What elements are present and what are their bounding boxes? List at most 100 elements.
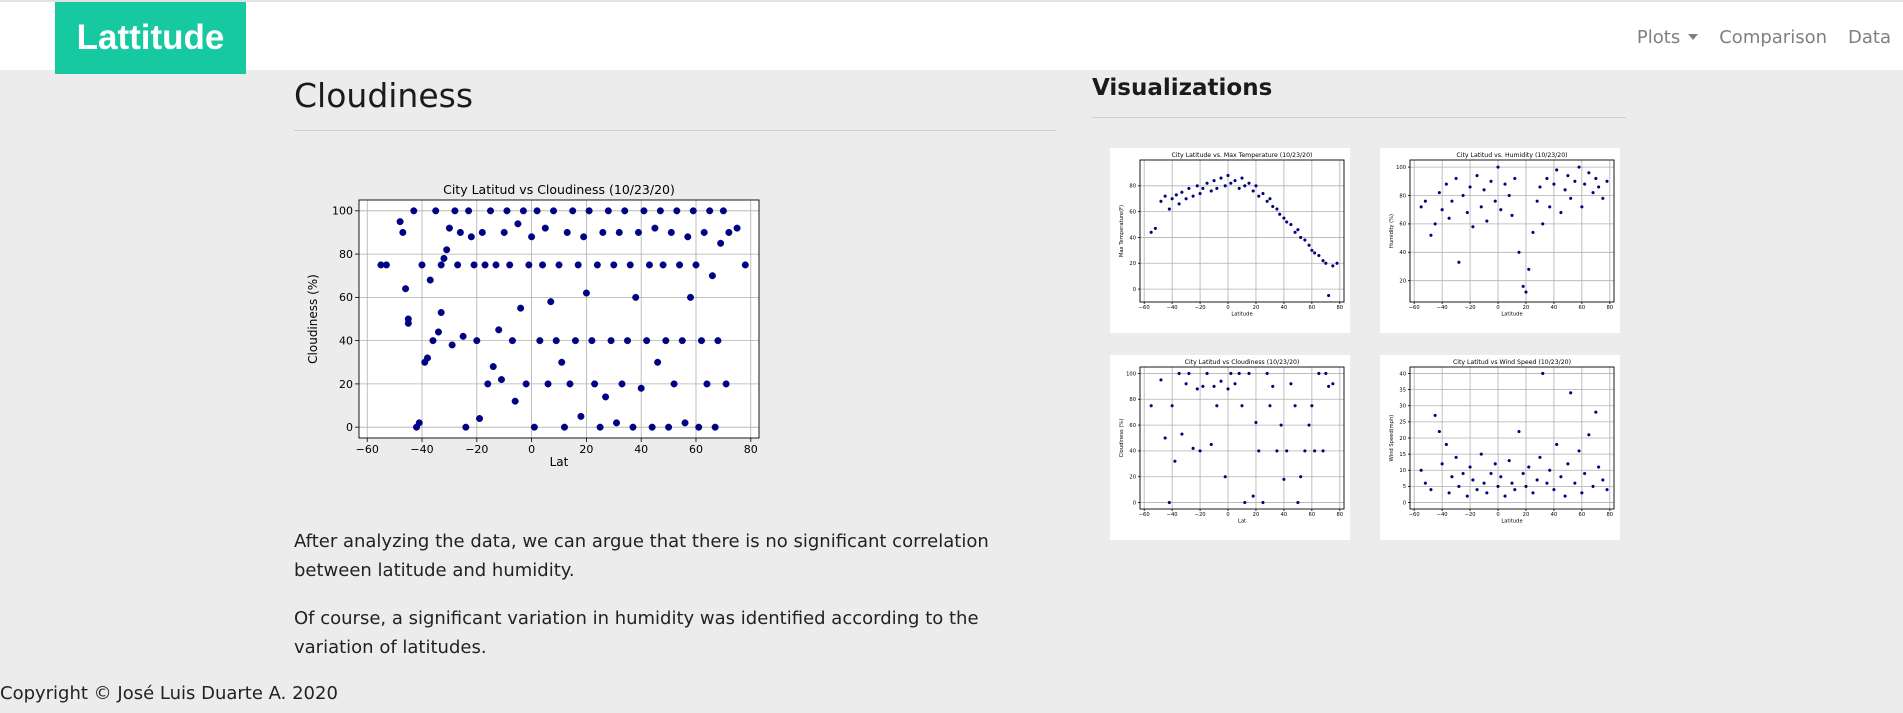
scatter-point bbox=[429, 337, 437, 345]
scatter-point bbox=[1180, 190, 1184, 194]
scatter-point bbox=[1569, 391, 1573, 395]
x-axis-label: Lat bbox=[1238, 518, 1246, 524]
x-tick-label: −20 bbox=[1195, 305, 1206, 311]
scatter-point bbox=[1209, 189, 1213, 193]
scatter-point bbox=[1275, 207, 1279, 211]
scatter-point bbox=[1482, 188, 1486, 192]
scatter-point bbox=[1507, 193, 1511, 198]
scatter-point bbox=[1531, 491, 1535, 495]
scatter-point bbox=[1159, 378, 1163, 382]
scatter-point bbox=[1587, 433, 1591, 437]
scatter-point bbox=[1594, 176, 1598, 181]
plot-area bbox=[1140, 160, 1344, 302]
scatter-point bbox=[697, 337, 705, 345]
scatter-point bbox=[593, 261, 601, 269]
scatter-point bbox=[695, 423, 703, 431]
scatter-point bbox=[1535, 199, 1539, 203]
scatter-point bbox=[1605, 179, 1609, 183]
x-tick-label: 80 bbox=[1607, 305, 1614, 311]
scatter-point bbox=[1149, 230, 1153, 234]
y-tick-label: 60 bbox=[1129, 423, 1136, 429]
scatter-point bbox=[1233, 179, 1237, 183]
scatter-point bbox=[1167, 207, 1171, 211]
nav-data-link[interactable]: Data bbox=[1848, 27, 1891, 48]
thumb-plot-wind-speed[interactable]: −60 −40 −20 0 20 40 60 80 0 5 10 15 20 25 30 35 40 City L… bbox=[1380, 355, 1620, 540]
scatter-point bbox=[1447, 491, 1451, 495]
thumb-plot-max-temperature[interactable]: −60 −40 −20 0 20 40 60 80 0 20 40 60 80 City Latitude… bbox=[1110, 148, 1350, 333]
scatter-point bbox=[1215, 404, 1219, 408]
scatter-point bbox=[1275, 449, 1279, 453]
scatter-point bbox=[517, 304, 525, 312]
scatter-point bbox=[511, 397, 519, 405]
scatter-point bbox=[585, 207, 593, 215]
nav-comparison-link[interactable]: Comparison bbox=[1719, 27, 1827, 48]
scatter-point bbox=[404, 319, 412, 327]
scatter-point bbox=[1440, 462, 1444, 466]
thumb-plot-humidity[interactable]: −60 −40 −20 0 20 40 60 80 20 40 60 80 100 City Latitu… bbox=[1380, 148, 1620, 333]
scatter-point bbox=[550, 207, 558, 215]
analysis-paragraph-1: After analyzing the data, we can argue t… bbox=[294, 531, 989, 581]
scatter-point bbox=[566, 380, 574, 388]
y-tick-label: 60 bbox=[1129, 209, 1136, 215]
scatter-point bbox=[662, 337, 670, 345]
scatter-point bbox=[530, 423, 538, 431]
scatter-point bbox=[1307, 243, 1311, 247]
scatter-point bbox=[1243, 184, 1247, 188]
scatter-point bbox=[1163, 436, 1167, 440]
scatter-point bbox=[722, 380, 730, 388]
scatter-point bbox=[1303, 449, 1307, 453]
scatter-point bbox=[1471, 478, 1475, 482]
scatter-point bbox=[1257, 194, 1261, 198]
title-divider bbox=[294, 130, 1056, 131]
y-tick-label: 80 bbox=[1399, 193, 1406, 199]
x-tick-label: 60 bbox=[1309, 512, 1316, 518]
scatter-point bbox=[1559, 475, 1563, 479]
scatter-point bbox=[1450, 199, 1454, 203]
y-tick-label: 80 bbox=[1129, 397, 1136, 403]
thumb-plot-cloudiness[interactable]: −60 −40 −20 0 20 40 60 80 0 20 40 60 80 100 City Latit… bbox=[1110, 355, 1350, 540]
nav-plots-dropdown[interactable]: Plots bbox=[1637, 27, 1699, 48]
scatter-point bbox=[508, 337, 516, 345]
visualizations-divider bbox=[1092, 117, 1626, 118]
scatter-point bbox=[1591, 191, 1595, 195]
scatter-point bbox=[1507, 458, 1511, 463]
scatter-point bbox=[1454, 176, 1458, 181]
scatter-point bbox=[536, 337, 544, 345]
scatter-point bbox=[448, 341, 456, 349]
brand-logo-link[interactable]: Lattitude bbox=[55, 2, 246, 74]
scatter-point bbox=[1243, 500, 1247, 505]
scatter-point bbox=[1548, 468, 1552, 472]
nav-data-label: Data bbox=[1848, 26, 1891, 48]
scatter-point bbox=[1296, 228, 1300, 232]
x-tick-label: 80 bbox=[1337, 512, 1344, 518]
scatter-point bbox=[1573, 179, 1577, 183]
scatter-point bbox=[1184, 382, 1188, 386]
scatter-point bbox=[1180, 432, 1184, 436]
x-tick-label: 40 bbox=[1281, 512, 1288, 518]
analysis-paragraph-2: Of course, a significant variation in hu… bbox=[294, 608, 979, 658]
scatter-point bbox=[1503, 494, 1507, 498]
y-tick-label: 0 bbox=[1403, 500, 1406, 506]
x-axis-label: Lat bbox=[550, 455, 569, 469]
scatter-point bbox=[1591, 484, 1595, 489]
scatter-point bbox=[1597, 185, 1601, 189]
scatter-point bbox=[1247, 371, 1251, 376]
scatter-point bbox=[1444, 442, 1448, 447]
scatter-point bbox=[1177, 202, 1181, 206]
scatter-point bbox=[1493, 462, 1497, 466]
scatter-point bbox=[1173, 459, 1177, 463]
scatter-point bbox=[1563, 188, 1567, 192]
scatter-point bbox=[1510, 213, 1514, 217]
scatter-point bbox=[623, 337, 631, 345]
scatter-point bbox=[1233, 382, 1237, 386]
scatter-point bbox=[1229, 181, 1233, 185]
scatter-point bbox=[1257, 449, 1261, 453]
scatter-point bbox=[1282, 216, 1286, 220]
scatter-point bbox=[528, 233, 536, 241]
scatter-point bbox=[470, 261, 478, 269]
scatter-point bbox=[415, 419, 423, 427]
scatter-point bbox=[1521, 471, 1525, 476]
scatter-point bbox=[473, 337, 481, 345]
scatter-point bbox=[487, 207, 495, 215]
scatter-point bbox=[1187, 371, 1191, 376]
